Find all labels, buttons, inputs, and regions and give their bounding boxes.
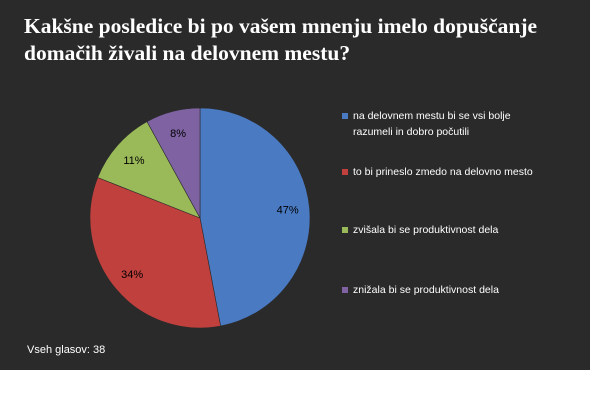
legend-label: znižala bi se produktivnost dela	[353, 284, 499, 296]
pie-slice-label: 34%	[121, 269, 143, 281]
legend-label: zvišala bi se produktivnost dela	[353, 224, 499, 236]
pie-slice-label: 11%	[123, 155, 144, 167]
legend-item: to bi prineslo zmedo na delovno mesto	[342, 164, 543, 180]
legend-swatch	[342, 113, 348, 119]
pie-slice	[89, 177, 221, 329]
total-votes-text: Vseh glasov: 38	[27, 344, 106, 356]
chart-title: Kakšne posledice bi po vašem mnenju imel…	[24, 14, 538, 65]
pie-slice-label: 8%	[170, 128, 186, 140]
legend-label: na delovnem mestu bi se vsi bolje razume…	[353, 110, 511, 138]
pie-slice	[199, 107, 311, 327]
pie-slice-label: 47%	[277, 205, 299, 217]
pie-slice	[146, 107, 201, 219]
legend-swatch	[342, 287, 348, 293]
legend-label: to bi prineslo zmedo na delovno mesto	[353, 166, 533, 178]
legend-item: znižala bi se produktivnost dela	[342, 282, 543, 298]
slide-background: Kakšne posledice bi po vašem mnenju imel…	[0, 0, 590, 370]
legend-swatch	[342, 227, 348, 233]
legend-item: na delovnem mestu bi se vsi bolje razume…	[342, 108, 543, 140]
legend-item: zvišala bi se produktivnost dela	[342, 222, 543, 238]
legend-swatch	[342, 169, 348, 175]
pie-chart: 47% 34% 11% 8%	[89, 107, 311, 329]
pie-slice	[97, 121, 201, 219]
